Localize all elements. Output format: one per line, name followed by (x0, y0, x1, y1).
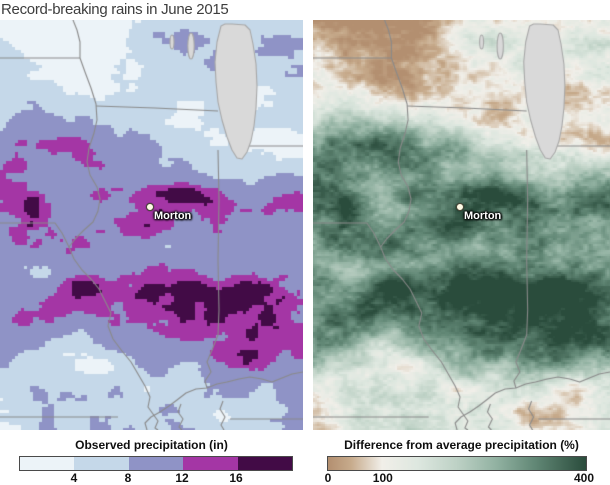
tick-row: 4 8 12 16 (0, 471, 303, 485)
legend-title: Observed precipitation (in) (75, 438, 228, 452)
tick-label: 16 (229, 471, 243, 485)
observed-precipitation-legend: Observed precipitation (in) 4 8 12 16 (0, 437, 303, 485)
tick-label: 0 (324, 471, 332, 485)
colorbar-segment (20, 457, 75, 470)
tick-label: 4 (70, 471, 78, 485)
legend-title: Difference from average precipitation (%… (344, 438, 579, 452)
colorbar-segment (183, 457, 238, 470)
observed-precipitation-map: Morton (0, 20, 303, 430)
morton-city-dot (146, 203, 154, 211)
difference-from-average-map: Morton (313, 20, 610, 430)
tick-label: 400 (573, 471, 595, 485)
colorbar-segment (128, 457, 184, 470)
tick-row: 0 100 400 (313, 471, 610, 485)
colorbar-segment (237, 457, 293, 470)
difference-from-average-canvas (313, 20, 610, 430)
tick-label: 12 (175, 471, 189, 485)
morton-city-dot (456, 203, 464, 211)
morton-city-label: Morton (464, 210, 502, 222)
colorbar-segment (74, 457, 129, 470)
morton-city-label: Morton (154, 210, 192, 222)
difference-colorbar (327, 456, 587, 471)
observed-precipitation-colorbar (19, 456, 293, 471)
difference-legend: Difference from average precipitation (%… (313, 437, 610, 485)
page-title: Record-breaking rains in June 2015 (1, 1, 229, 18)
observed-precipitation-canvas (0, 20, 303, 430)
tick-label: 100 (372, 471, 393, 485)
tick-label: 8 (124, 471, 132, 485)
